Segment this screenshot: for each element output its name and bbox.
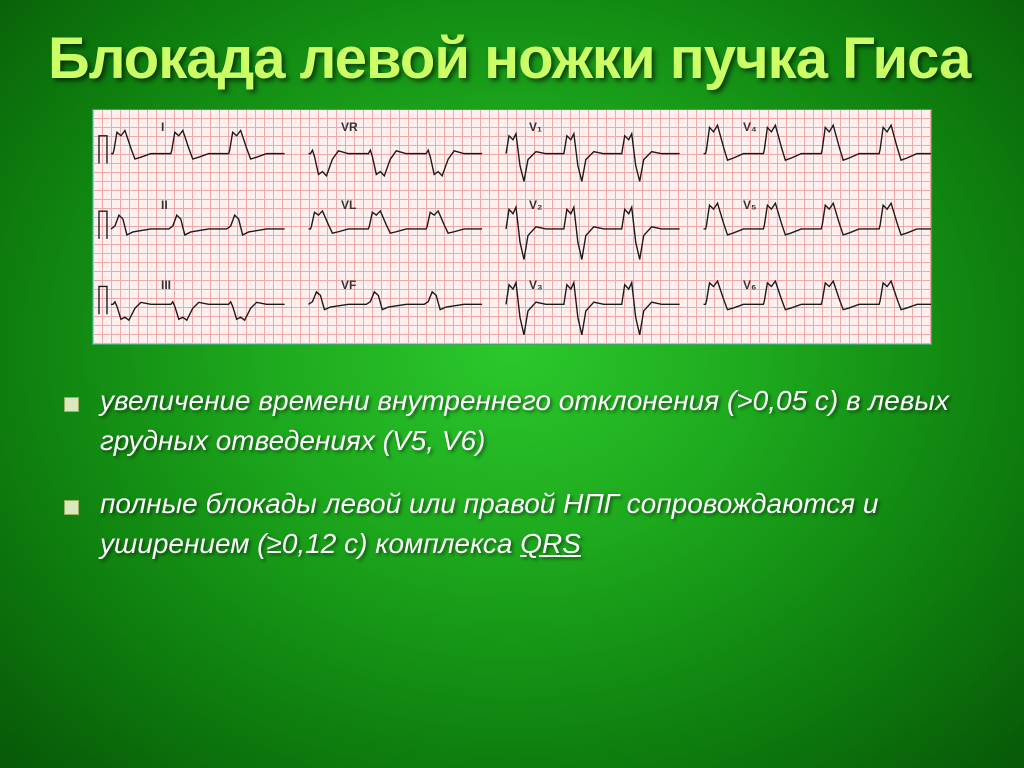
ecg-container: I VR V₁ V₄ II VL V₂ V₅ III VF V₃ V₆	[48, 109, 976, 345]
bullet-item-2: полные блокады левой или правой НПГ сопр…	[100, 484, 976, 565]
bullet-text-2: полные блокады левой или правой НПГ сопр…	[100, 488, 878, 560]
page-title: Блокада левой ножки пучка Гиса	[48, 28, 976, 91]
bullet-list: увеличение времени внутреннего отклонени…	[48, 381, 976, 565]
bullet-underline-2: QRS	[520, 528, 581, 559]
bullet-item-1: увеличение времени внутреннего отклонени…	[100, 381, 976, 462]
ecg-traces	[93, 110, 931, 344]
bullet-text-1: увеличение времени внутреннего отклонени…	[100, 385, 949, 457]
ecg-strip: I VR V₁ V₄ II VL V₂ V₅ III VF V₃ V₆	[92, 109, 932, 345]
